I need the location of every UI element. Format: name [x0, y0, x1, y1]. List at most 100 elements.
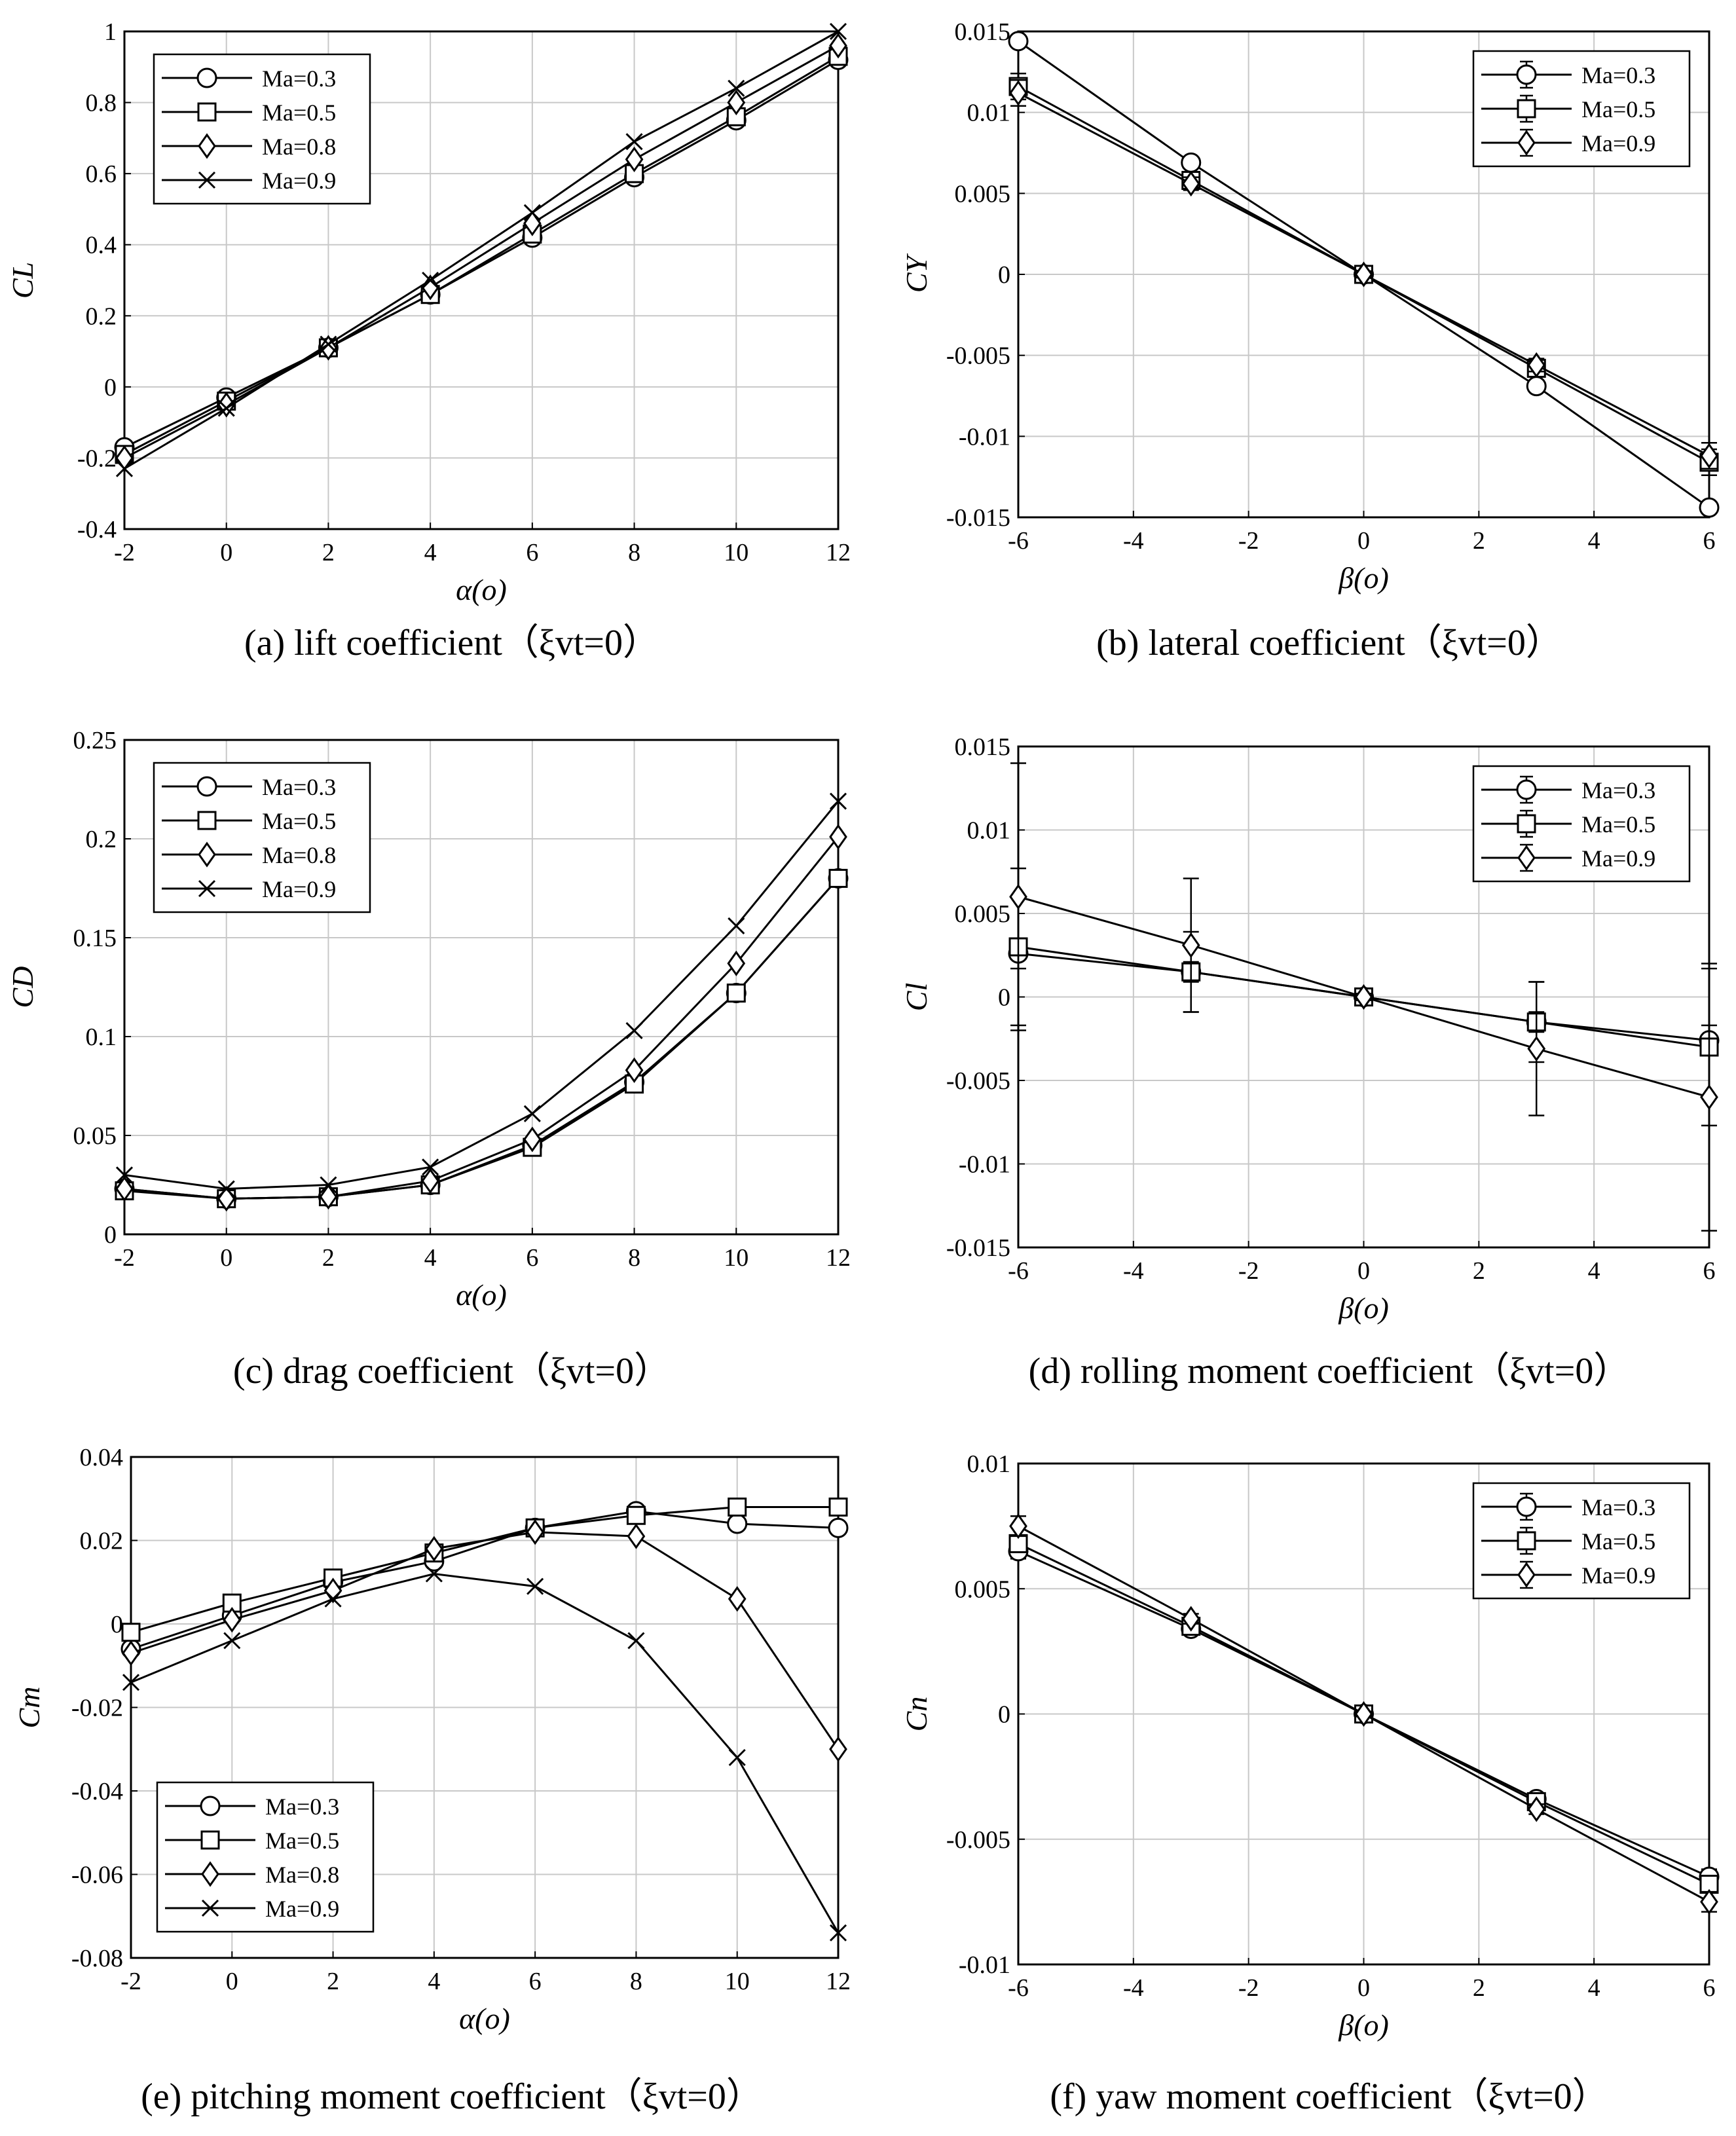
x-tick-label: -6 [1008, 1974, 1029, 2002]
x-tick-label: 12 [826, 1968, 851, 1995]
caption: (d) rolling moment coefficient（ξvt=0） [1029, 1351, 1631, 1391]
data-point [1181, 152, 1202, 173]
x-tick-label: 6 [1703, 1974, 1716, 2002]
data-point [728, 79, 745, 97]
x-tick-label: 2 [1473, 527, 1485, 555]
data-point [526, 1577, 544, 1595]
plot-frame [123, 30, 840, 530]
x-tick-label: 8 [628, 1244, 640, 1272]
legend-marker [1517, 845, 1536, 871]
data-point [115, 1166, 134, 1184]
legend-label: Ma=0.9 [1581, 1562, 1655, 1589]
caption: (e) pitching moment coefficient（ξvt=0） [141, 2076, 763, 2117]
x-tick-label: 2 [1473, 1974, 1485, 2002]
y-tick-label: 0.02 [80, 1528, 124, 1555]
x-tick-label: 2 [322, 1244, 335, 1272]
series-Ma=0.3 [114, 868, 849, 1209]
data-point [523, 1105, 541, 1122]
y-tick-label: 0.4 [86, 232, 117, 259]
data-point [526, 1519, 544, 1545]
data-point [727, 89, 746, 116]
data-point [1527, 1796, 1546, 1822]
legend-marker [198, 171, 216, 189]
x-tick-label: -2 [1238, 1257, 1259, 1285]
series-Ma=0.9 [115, 22, 847, 477]
data-point [727, 950, 746, 976]
series-line [124, 877, 840, 1200]
x-tick-label: 6 [1703, 1257, 1716, 1285]
data-point [1008, 31, 1029, 52]
data-point [523, 1126, 542, 1152]
data-point [627, 1632, 645, 1649]
series-Ma=0.8 [122, 1519, 847, 1762]
data-point [523, 204, 541, 221]
legend-box [153, 762, 371, 913]
data-point [1181, 932, 1200, 959]
x-axis-label: α(o) [456, 1278, 507, 1312]
data-point [1354, 1701, 1373, 1727]
series-line [124, 30, 839, 470]
y-tick-label: 0.01 [967, 817, 1011, 845]
legend-label: Ma=0.9 [265, 1896, 339, 1922]
data-point [829, 1736, 847, 1762]
series-line [124, 59, 839, 449]
y-tick-label: 0.005 [955, 180, 1011, 208]
x-tick-label: -2 [1238, 1974, 1259, 2002]
caption: (f) yaw moment coefficient（ξvt=0） [1050, 2076, 1608, 2117]
legend-label: Ma=0.5 [265, 1828, 339, 1854]
y-tick-label: -0.015 [946, 1234, 1010, 1262]
y-tick-label: -0.005 [946, 1826, 1010, 1854]
legend-box [156, 1781, 375, 1933]
series-Ma=0.5 [115, 868, 848, 1209]
series-Ma=0.9 [122, 1565, 847, 1942]
y-tick-label: 0.15 [73, 925, 117, 952]
data-point [726, 984, 746, 1003]
legend-label: Ma=0.8 [262, 842, 336, 868]
data-point [425, 1565, 443, 1583]
y-tick-label: 0.005 [955, 900, 1011, 928]
x-tick-label: 4 [1588, 527, 1600, 555]
data-point [115, 460, 134, 477]
data-point [422, 1158, 439, 1176]
x-tick-label: -2 [114, 1244, 135, 1272]
legend-label: Ma=0.5 [1581, 1528, 1655, 1555]
y-tick-label: -0.005 [946, 342, 1010, 370]
legend-marker [197, 102, 217, 122]
legend-marker [1516, 779, 1537, 800]
legend-marker [196, 67, 217, 88]
y-tick-label: 0 [998, 261, 1010, 289]
data-point [425, 1536, 443, 1562]
caption: (a) lift coefficient（ξvt=0） [244, 623, 659, 663]
legend: Ma=0.3 Ma=0.5 Ma=0.8 Ma=0.9 [153, 762, 371, 913]
data-point [320, 335, 337, 353]
data-point [1354, 984, 1373, 1010]
legend-marker [201, 1861, 219, 1887]
y-tick-label: 0.015 [955, 733, 1011, 761]
x-tick-label: 6 [1703, 527, 1716, 555]
y-tick-label: -0.01 [959, 423, 1010, 451]
y-axis-label: CL [6, 262, 39, 299]
y-tick-label: -0.01 [959, 1151, 1010, 1179]
series-line [130, 1531, 840, 1750]
x-tick-label: -4 [1123, 527, 1144, 555]
x-tick-label: -4 [1123, 1974, 1144, 2002]
data-point [1354, 261, 1373, 287]
x-axis-label: β(o) [1338, 2008, 1389, 2042]
legend-label: Ma=0.9 [262, 168, 336, 194]
panel-d: -6 -4 -2 0 2 4 6 -0.015 -0.01 -0.005 0 0.005 0.01 0.0… [900, 733, 1720, 1391]
data-point [1527, 352, 1546, 378]
panel-f: -6 -4 -2 0 2 4 6 -0.01 -0.005 0 0.005 0.01 β(o) Cn Ma=… [900, 1450, 1720, 2117]
y-tick-label: -0.4 [77, 516, 117, 543]
data-point [625, 1057, 644, 1083]
series-line [124, 55, 839, 456]
legend-marker [1517, 814, 1536, 834]
legend: Ma=0.3 Ma=0.5 Ma=0.9 [1472, 50, 1691, 168]
x-axis-label: β(o) [1338, 1291, 1389, 1325]
series-line [124, 836, 840, 1200]
data-point [1700, 1888, 1718, 1915]
x-tick-label: -6 [1008, 1257, 1029, 1285]
series-line [130, 1572, 840, 1934]
legend-label: Ma=0.5 [1581, 96, 1655, 122]
legend-marker [1517, 130, 1536, 156]
